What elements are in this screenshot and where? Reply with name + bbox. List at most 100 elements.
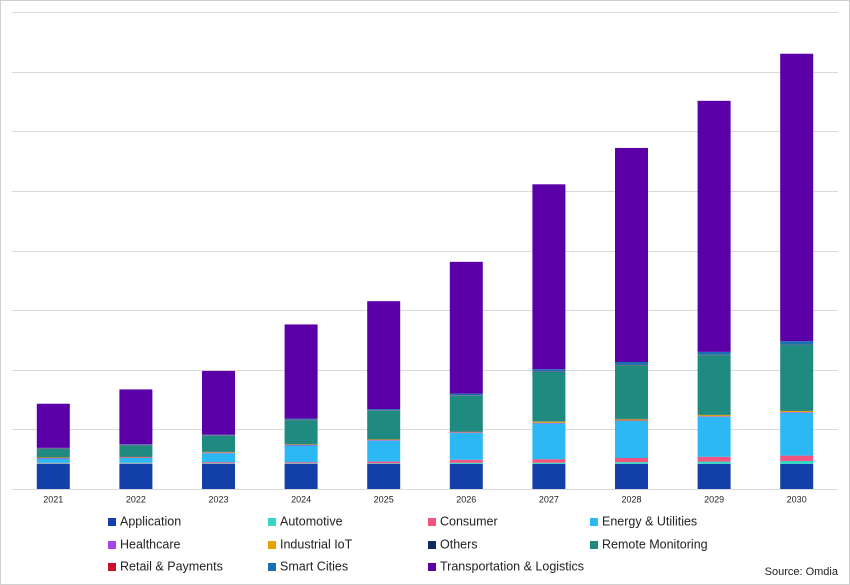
bar-segment [367, 463, 401, 489]
bar-segment [36, 458, 70, 463]
bar-segment [449, 432, 483, 460]
bar-segment [449, 393, 483, 396]
legend-swatch [108, 518, 116, 526]
bar-segment [284, 444, 318, 445]
bar-segment [202, 434, 235, 436]
bar-segment [119, 462, 153, 464]
bar-segment [615, 457, 648, 463]
bar-segment [119, 445, 153, 457]
legend-label: Healthcare [120, 537, 180, 551]
bar-segment [615, 365, 648, 419]
bar-segment [449, 463, 483, 489]
bar-segment [119, 444, 153, 445]
x-tick-label: 2029 [704, 494, 724, 504]
bar-segment [532, 462, 566, 464]
bar-segment [36, 463, 70, 464]
legend-label: Automotive [280, 514, 343, 528]
bar-segment [532, 184, 566, 370]
bar-segment [119, 456, 153, 458]
bar-segment [36, 457, 70, 459]
legend-swatch [428, 563, 436, 571]
legend-swatch [108, 541, 116, 549]
bar-segment [284, 324, 318, 419]
legend-swatch [268, 563, 276, 571]
bar-segment [532, 459, 566, 463]
bar-segment [284, 463, 318, 464]
bar-segment [284, 420, 318, 444]
legend-swatch [268, 518, 276, 526]
bar-segment [284, 444, 318, 446]
bar-segment [615, 420, 648, 422]
bar-segment [780, 463, 814, 489]
bar-segment [697, 415, 731, 417]
bar-segment [36, 403, 70, 448]
bar-segment [697, 461, 731, 464]
legend-swatch [590, 541, 598, 549]
legend-swatch [428, 541, 436, 549]
bar-segment [36, 447, 70, 449]
bar-segment [532, 371, 566, 422]
bar-segment [615, 361, 648, 365]
legend-label: Others [440, 537, 478, 551]
bar-segment [449, 395, 483, 432]
bar-segment [780, 53, 814, 342]
bar-segment [449, 459, 483, 463]
bar-segment [449, 432, 483, 433]
bar-segment [284, 462, 318, 464]
bar-segment [367, 409, 401, 411]
bar-segment [284, 463, 318, 489]
legend-swatch [268, 541, 276, 549]
bar-segment [615, 463, 648, 489]
bar-segment [615, 147, 648, 362]
bar-segment [284, 445, 318, 463]
bar-segment [119, 457, 153, 463]
legend-swatch [428, 518, 436, 526]
bar-segment [532, 463, 566, 489]
x-tick-label: 2028 [621, 494, 641, 504]
bar-segment [780, 412, 814, 456]
bar-segment [202, 452, 235, 454]
legend-label: Application [120, 514, 181, 528]
bar-segment [119, 463, 153, 464]
legend-label: Consumer [440, 514, 498, 528]
bar-segment [367, 410, 401, 440]
bar-segment [367, 440, 401, 441]
bar-segment [780, 410, 814, 413]
bar-segment [697, 463, 731, 489]
bar-segment [532, 369, 566, 372]
x-tick-label: 2022 [126, 494, 146, 504]
legend-swatch [590, 518, 598, 526]
bar-segment [36, 462, 70, 464]
x-tick-label: 2030 [787, 494, 807, 504]
legend-label: Retail & Payments [120, 559, 223, 573]
bar-segment [202, 463, 235, 464]
bar-segment [697, 416, 731, 457]
source-note: Source: Omdia [765, 566, 839, 578]
bar-segment [202, 453, 235, 463]
bar-segment [449, 431, 483, 433]
legend-swatch [108, 563, 116, 571]
bar-segment [615, 421, 648, 458]
bar-segment [532, 422, 566, 424]
legend-label: Energy & Utilities [602, 514, 697, 528]
x-tick-label: 2027 [539, 494, 559, 504]
bar-segment [119, 463, 153, 489]
bar-segment [697, 100, 731, 352]
x-tick-label: 2021 [43, 494, 63, 504]
bar-segment [367, 463, 401, 464]
bar-segment [202, 462, 235, 464]
bar-segment [697, 351, 731, 355]
bar-segment [780, 455, 814, 461]
bar-segment [697, 416, 731, 417]
bar-segment [697, 456, 731, 462]
bar-segment [202, 452, 235, 453]
bar-segment [202, 370, 235, 435]
legend-label: Industrial IoT [280, 537, 353, 551]
bar-segment [780, 341, 814, 345]
bar-segment [615, 419, 648, 421]
x-tick-label: 2025 [374, 494, 394, 504]
bar-segment [697, 355, 731, 415]
bar-segment [367, 439, 401, 441]
bar-segment [284, 418, 318, 420]
